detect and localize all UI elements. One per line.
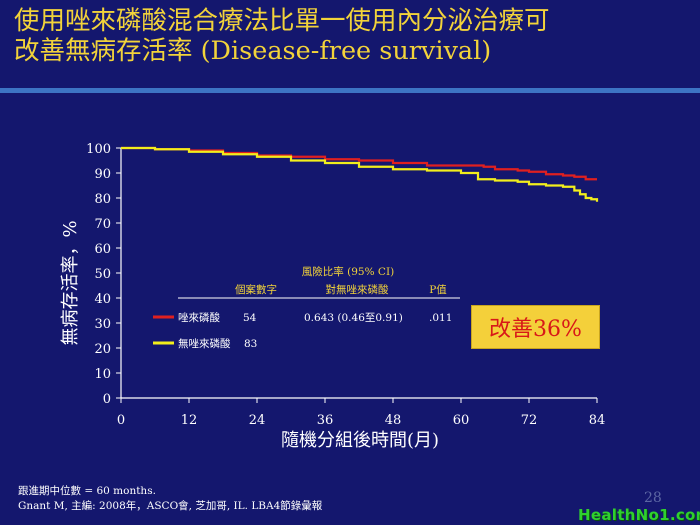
x-tick-label: 72	[521, 413, 538, 428]
x-tick-label: 36	[317, 413, 334, 428]
watermark-logo: HealthNo1.com	[578, 506, 700, 524]
legend-events-zoledronic: 54	[243, 312, 257, 324]
legend-events-no-zoledronic: 83	[244, 338, 257, 350]
legend-table: 風險比率 (95% CI) 對無唑來磷酸 個案數字 P值 唑來磷酸 54 0.6…	[153, 265, 460, 350]
legend-header-hr-sub: 對無唑來磷酸	[326, 283, 389, 296]
chart-ticks: 0 12 24 36 48 60 72 84 0 10 20 30 40 50 60 70 80 90 100	[86, 142, 605, 428]
y-tick-label: 100	[86, 142, 111, 157]
page-number: 28	[644, 490, 662, 506]
title-rule	[0, 88, 700, 93]
y-tick-label: 60	[94, 242, 111, 257]
legend-label-no-zoledronic: 無唑來磷酸	[178, 337, 231, 350]
callout-box	[471, 305, 600, 349]
series-line-no-zoledronic	[121, 146, 599, 202]
y-axis-label: 無病存活率，%	[60, 220, 81, 345]
x-tick-label: 84	[589, 413, 606, 428]
y-tick-label: 20	[94, 342, 111, 357]
y-tick-label: 50	[94, 267, 111, 282]
y-tick-label: 30	[94, 317, 111, 332]
x-tick-label: 0	[117, 413, 125, 428]
legend-hr-zoledronic: 0.643 (0.46至0.91)	[304, 312, 403, 324]
y-tick-label: 10	[94, 367, 111, 382]
y-tick-label: 0	[103, 392, 111, 407]
x-tick-label: 24	[249, 413, 266, 428]
footnote-citation: Gnant M, 主編: 2008年，ASCO會, 芝加哥, IL. LBA4節…	[18, 500, 323, 512]
footnote: 跟進期中位數 = 60 months. Gnant M, 主編: 2008年，A…	[18, 484, 322, 514]
y-tick-label: 90	[94, 167, 111, 182]
callout-text: 改善36%	[489, 317, 582, 342]
legend-header-hr: 風險比率 (95% CI)	[302, 265, 394, 278]
legend-p-zoledronic: .011	[429, 312, 452, 324]
x-axis-label: 隨機分組後時間(月)	[281, 430, 439, 451]
x-tick-label: 48	[385, 413, 402, 428]
x-tick-label: 12	[181, 413, 198, 428]
legend-label-zoledronic: 唑來磷酸	[178, 311, 220, 324]
chart-series	[121, 146, 599, 202]
legend-header-events: 個案數字	[235, 283, 277, 296]
footnote-followup: 跟進期中位數 = 60 months.	[18, 485, 156, 497]
y-tick-label: 70	[94, 217, 111, 232]
slide-title: 使用唑來磷酸混合療法比單一使用內分泌治療可 改善無病存活率 (Disease-f…	[14, 6, 550, 66]
y-tick-label: 40	[94, 292, 111, 307]
y-tick-label: 80	[94, 192, 111, 207]
legend-header-p: P值	[429, 283, 447, 296]
x-tick-label: 60	[453, 413, 470, 428]
